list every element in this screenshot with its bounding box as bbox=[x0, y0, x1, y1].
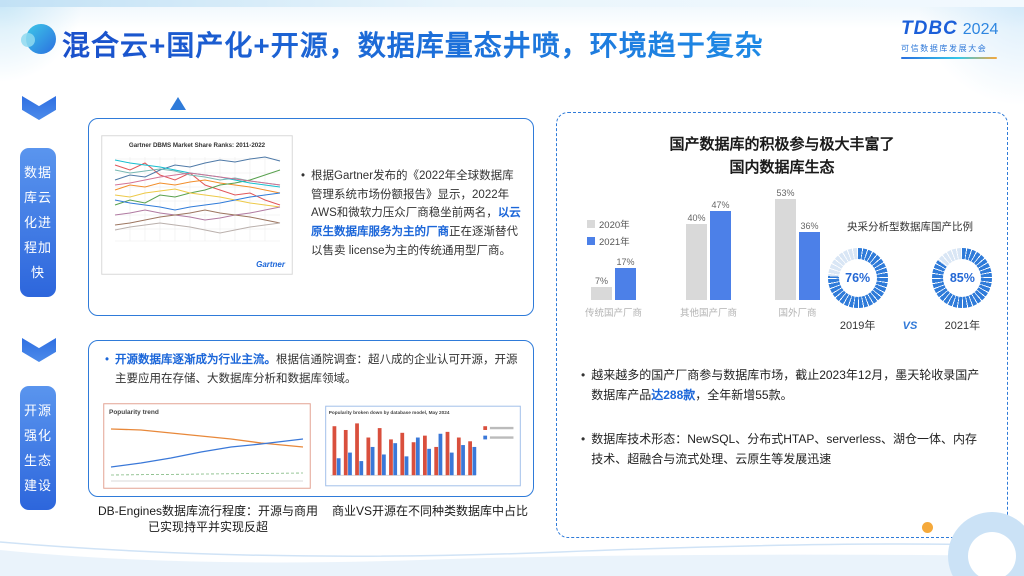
donut-label: 2019年 bbox=[839, 320, 876, 332]
legend-swatch bbox=[587, 237, 595, 245]
bullet-text-pre: 越来越多的国产厂商参与数据库市场，截止2023年12月，墨天轮收录国产数据库产品 bbox=[591, 368, 980, 403]
donut-value: 76% bbox=[845, 271, 871, 285]
section-arrow-icon bbox=[22, 338, 56, 362]
page-title: 混合云+国产化+开源，数据库量态井喷，环境趋于复杂 bbox=[62, 24, 764, 64]
panel-title-line1: 国产数据库的积极参与极大丰富了 bbox=[669, 136, 895, 153]
bar-legend: 2020年 2021年 bbox=[587, 217, 630, 251]
donut-section: 央采分析型数据库国产比例 76% 2019年 VS 85% 2021年 bbox=[823, 219, 997, 333]
bar-value-label: 47% bbox=[711, 199, 730, 210]
gartner-bullet-text: 根据Gartner发布的《2022年全球数据库管理系统市场份额报告》显示，202… bbox=[311, 167, 525, 260]
domestic-panel: 国产数据库的积极参与极大丰富了 国内数据库生态 2020年 2021年 7% 17%… bbox=[556, 112, 1008, 538]
bar-value-label: 7% bbox=[594, 275, 608, 286]
domestic-bar-chart: 7% 17% 传统国产厂商 40% 47% 其他国产厂商 53% 36% 国外厂商 bbox=[585, 188, 820, 319]
opensource-bullet-text: 开源数据库逐渐成为行业主流。根据信通院调查：超八成的企业认可开源，开源主要应用在… bbox=[115, 351, 523, 388]
tdbc-logo: TDBC 2024 可信数据库发展大会 bbox=[901, 18, 1015, 59]
logo-subtitle: 可信数据库发展大会 bbox=[901, 44, 988, 53]
vs-label: VS bbox=[902, 320, 918, 332]
bar bbox=[710, 210, 731, 300]
bar bbox=[615, 267, 636, 300]
bar-category-label: 国外厂商 bbox=[778, 308, 817, 319]
donut-section-title: 央采分析型数据库国产比例 bbox=[847, 221, 973, 233]
bars-legend bbox=[483, 426, 514, 440]
db-model-bar-chart: Popularity broken down by database model… bbox=[325, 405, 521, 487]
gartner-brand-label: Gartner bbox=[256, 260, 286, 269]
bullet-text-highlight: 达288款 bbox=[651, 388, 696, 403]
bar-category-label: 其他国产厂商 bbox=[680, 308, 738, 319]
bottom-wave-decoration bbox=[0, 541, 1024, 576]
bullet-text-post: 正在逐渐替代以售卖 license为主的传统通用型厂商。 bbox=[311, 225, 519, 257]
section-arrow-icon bbox=[22, 96, 56, 120]
panel-title: 国产数据库的积极参与极大丰富了 国内数据库生态 bbox=[557, 133, 1007, 180]
trend-chart-title: Popularity trend bbox=[109, 409, 159, 416]
opensource-panel: 开源数据库逐渐成为行业主流。根据信通院调查：超八成的企业认可开源，开源主要应用在… bbox=[88, 340, 534, 497]
legend-item: 2020年 bbox=[587, 217, 630, 231]
domestic-bullet-market-text: 越来越多的国产厂商参与数据库市场，截止2023年12月，墨天轮收录国产数据库产品… bbox=[591, 365, 987, 406]
gartner-panel: Gartner DBMS Market Share Ranks: 2011-20… bbox=[88, 118, 534, 316]
bar bbox=[686, 224, 707, 300]
header-circle-decoration bbox=[21, 24, 56, 54]
donut-ring: 85% bbox=[932, 248, 993, 308]
donut-label: 2021年 bbox=[944, 320, 981, 332]
bar bbox=[591, 286, 612, 300]
bullet-text-pre: 根据Gartner发布的《2022年全球数据库管理系统市场份额报告》显示，202… bbox=[311, 170, 514, 220]
bullet-text-post: ，全年新增55款。 bbox=[695, 388, 793, 403]
bar-group: 40% 47% 其他国产厂商 bbox=[680, 182, 737, 319]
bar-chart-title: Popularity broken down by database model… bbox=[329, 410, 450, 415]
donut-chart: 85% 2021年 bbox=[929, 248, 995, 333]
donut-ring: 76% bbox=[827, 248, 888, 308]
gartner-chart-title: Gartner DBMS Market Share Ranks: 2011-20… bbox=[129, 142, 266, 149]
donut-row: 76% 2019年 VS 85% 2021年 bbox=[823, 248, 997, 333]
orange-dot-decoration bbox=[922, 522, 933, 533]
commercial-line bbox=[110, 428, 304, 448]
bar-chart-caption: 商业VS开源在不同种类数据库中占比 bbox=[331, 504, 528, 518]
bar-category-label: 传统国产厂商 bbox=[585, 308, 643, 319]
logo-year: 2024 bbox=[962, 21, 999, 38]
panel-title-line2: 国内数据库生态 bbox=[729, 159, 835, 177]
bar-value-label: 53% bbox=[776, 188, 795, 199]
gartner-series-lines bbox=[114, 156, 281, 234]
donut-value: 85% bbox=[949, 271, 975, 285]
bar-group: 7% 17% 传统国产厂商 bbox=[585, 182, 642, 319]
bar-group: 53% 36% 国外厂商 bbox=[775, 182, 820, 319]
gartner-line-chart: Gartner DBMS Market Share Ranks: 2011-20… bbox=[101, 135, 293, 275]
legend-swatch bbox=[587, 220, 595, 228]
domestic-bullet-tech-text: 数据库技术形态：NewSQL、分布式HTAP、serverless、湖仓一体、内… bbox=[591, 432, 978, 467]
bar-value-label: 40% bbox=[687, 213, 706, 223]
bar-value-label: 17% bbox=[616, 256, 635, 267]
db-engines-trend-chart: Popularity trend bbox=[103, 403, 311, 489]
domestic-bullet-market: 越来越多的国产厂商参与数据库市场，截止2023年12月，墨天轮收录国产数据库产品… bbox=[581, 365, 987, 406]
bar bbox=[775, 199, 796, 300]
legend-item: 2021年 bbox=[587, 234, 630, 248]
open-source-bars bbox=[336, 433, 477, 476]
section-tab-cloudification: 数据库云化进程加快 bbox=[20, 148, 56, 297]
bar bbox=[799, 231, 820, 300]
opensource-bullet: 开源数据库逐渐成为行业主流。根据信通院调查：超八成的企业认可开源，开源主要应用在… bbox=[105, 351, 523, 388]
logo-underline-decoration bbox=[901, 57, 997, 59]
section-tab-opensource: 开源强化生态建设 bbox=[20, 386, 56, 510]
trend-chart-caption: DB-Engines数据库流行程度：开源与商用已实现持平并实现反超 bbox=[97, 504, 319, 535]
secondary-line bbox=[110, 472, 304, 476]
legend-label: 2021年 bbox=[599, 237, 630, 248]
open-source-line bbox=[110, 438, 304, 468]
triangle-decoration bbox=[170, 97, 186, 110]
top-strip-decoration bbox=[0, 0, 1024, 7]
commercial-bars bbox=[332, 423, 472, 476]
legend-label: 2020年 bbox=[599, 220, 630, 231]
donut-chart: 76% 2019年 bbox=[825, 248, 891, 333]
domestic-bullet-tech: 数据库技术形态：NewSQL、分布式HTAP、serverless、湖仓一体、内… bbox=[581, 429, 987, 470]
gartner-bullet: 根据Gartner发布的《2022年全球数据库管理系统市场份额报告》显示，202… bbox=[301, 167, 525, 260]
bullet-text-highlight: 开源数据库逐渐成为行业主流。 bbox=[115, 354, 277, 366]
bar-value-label: 36% bbox=[800, 220, 819, 231]
bullet-text-rest: 根据信通院调查：超八成的企业认可开源，开源主要应用在存储、大数据库分析和数据库领… bbox=[115, 354, 518, 385]
bullet-text-highlight: 以云原生数据库服务为主的厂商 bbox=[311, 207, 521, 238]
logo-name: TDBC bbox=[901, 18, 958, 39]
logo-top: TDBC 2024 bbox=[901, 18, 1015, 40]
